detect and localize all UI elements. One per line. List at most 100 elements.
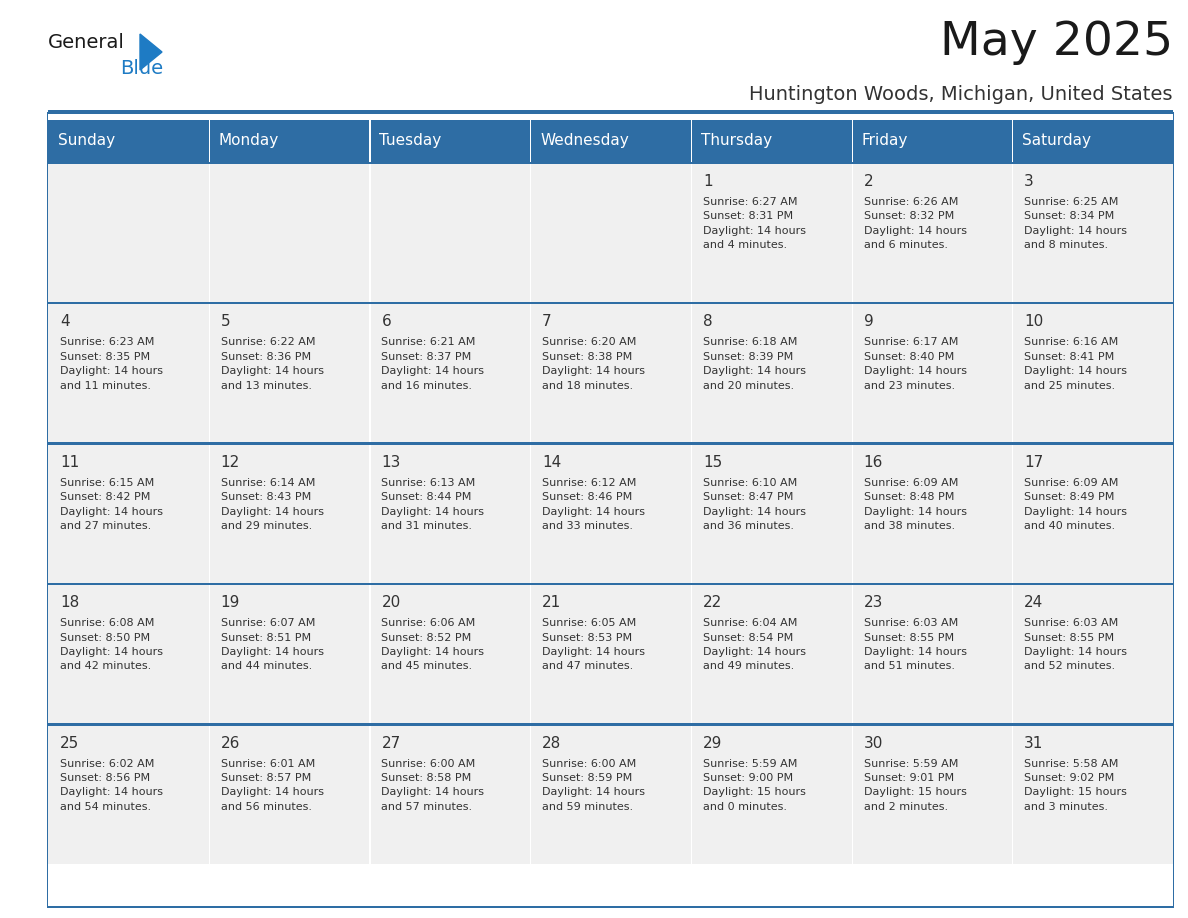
Bar: [852, 302, 1012, 442]
Text: Sunrise: 6:13 AM
Sunset: 8:44 PM
Daylight: 14 hours
and 31 minutes.: Sunrise: 6:13 AM Sunset: 8:44 PM Dayligh…: [381, 477, 485, 531]
Text: Sunrise: 6:16 AM
Sunset: 8:41 PM
Daylight: 14 hours
and 25 minutes.: Sunrise: 6:16 AM Sunset: 8:41 PM Dayligh…: [1024, 338, 1127, 390]
Bar: [852, 302, 853, 442]
Text: 18: 18: [61, 595, 80, 610]
Text: Monday: Monday: [219, 133, 279, 149]
Text: 13: 13: [381, 454, 400, 470]
Bar: [209, 723, 369, 864]
Bar: [209, 442, 210, 583]
Bar: [691, 162, 693, 302]
Text: 16: 16: [864, 454, 883, 470]
Bar: [691, 442, 693, 583]
Text: Sunrise: 6:18 AM
Sunset: 8:39 PM
Daylight: 14 hours
and 20 minutes.: Sunrise: 6:18 AM Sunset: 8:39 PM Dayligh…: [703, 338, 805, 390]
Text: Sunrise: 6:21 AM
Sunset: 8:37 PM
Daylight: 14 hours
and 16 minutes.: Sunrise: 6:21 AM Sunset: 8:37 PM Dayligh…: [381, 338, 485, 390]
Bar: [691, 162, 852, 302]
Text: General: General: [48, 33, 125, 52]
Bar: [48, 302, 1173, 305]
Text: Sunrise: 6:08 AM
Sunset: 8:50 PM
Daylight: 14 hours
and 42 minutes.: Sunrise: 6:08 AM Sunset: 8:50 PM Dayligh…: [61, 618, 163, 671]
Bar: [209, 162, 210, 302]
Text: May 2025: May 2025: [940, 20, 1173, 65]
Bar: [209, 302, 369, 442]
Text: 4: 4: [61, 314, 70, 330]
Bar: [530, 162, 691, 302]
Text: 20: 20: [381, 595, 400, 610]
Text: 30: 30: [864, 735, 883, 751]
Text: Blue: Blue: [120, 59, 163, 78]
Text: Sunrise: 6:26 AM
Sunset: 8:32 PM
Daylight: 14 hours
and 6 minutes.: Sunrise: 6:26 AM Sunset: 8:32 PM Dayligh…: [864, 197, 967, 251]
Bar: [369, 162, 371, 302]
Bar: [852, 583, 1012, 723]
Bar: [48, 723, 1173, 725]
Bar: [369, 723, 530, 864]
Bar: [46, 112, 48, 908]
Text: Sunrise: 6:03 AM
Sunset: 8:55 PM
Daylight: 14 hours
and 52 minutes.: Sunrise: 6:03 AM Sunset: 8:55 PM Dayligh…: [1024, 618, 1127, 671]
Bar: [530, 442, 531, 583]
Bar: [530, 583, 531, 723]
Bar: [369, 723, 371, 864]
Bar: [691, 723, 693, 864]
Text: 31: 31: [1024, 735, 1044, 751]
Bar: [48, 162, 1173, 164]
Text: Sunrise: 6:02 AM
Sunset: 8:56 PM
Daylight: 14 hours
and 54 minutes.: Sunrise: 6:02 AM Sunset: 8:56 PM Dayligh…: [61, 758, 163, 812]
Text: Sunrise: 6:09 AM
Sunset: 8:48 PM
Daylight: 14 hours
and 38 minutes.: Sunrise: 6:09 AM Sunset: 8:48 PM Dayligh…: [864, 477, 967, 531]
Text: 17: 17: [1024, 454, 1043, 470]
Bar: [852, 120, 1012, 162]
Text: Sunrise: 6:00 AM
Sunset: 8:58 PM
Daylight: 14 hours
and 57 minutes.: Sunrise: 6:00 AM Sunset: 8:58 PM Dayligh…: [381, 758, 485, 812]
Bar: [1012, 583, 1173, 723]
Text: Sunrise: 5:59 AM
Sunset: 9:00 PM
Daylight: 15 hours
and 0 minutes.: Sunrise: 5:59 AM Sunset: 9:00 PM Dayligh…: [703, 758, 805, 812]
Bar: [530, 442, 691, 583]
Text: 5: 5: [221, 314, 230, 330]
Bar: [48, 583, 209, 723]
Bar: [369, 583, 371, 723]
Bar: [369, 442, 371, 583]
Bar: [530, 723, 691, 864]
Bar: [209, 442, 369, 583]
Text: 8: 8: [703, 314, 713, 330]
Text: 6: 6: [381, 314, 391, 330]
Text: Sunrise: 6:23 AM
Sunset: 8:35 PM
Daylight: 14 hours
and 11 minutes.: Sunrise: 6:23 AM Sunset: 8:35 PM Dayligh…: [61, 338, 163, 390]
Bar: [1012, 120, 1173, 162]
Bar: [369, 302, 371, 442]
Bar: [369, 583, 530, 723]
Bar: [691, 120, 693, 162]
Bar: [691, 723, 852, 864]
Bar: [48, 302, 209, 442]
Text: 29: 29: [703, 735, 722, 751]
Text: 3: 3: [1024, 174, 1034, 189]
Text: Sunrise: 6:05 AM
Sunset: 8:53 PM
Daylight: 14 hours
and 47 minutes.: Sunrise: 6:05 AM Sunset: 8:53 PM Dayligh…: [542, 618, 645, 671]
Text: 19: 19: [221, 595, 240, 610]
Bar: [852, 723, 1012, 864]
Bar: [852, 120, 853, 162]
Text: 25: 25: [61, 735, 80, 751]
Text: Sunrise: 6:06 AM
Sunset: 8:52 PM
Daylight: 14 hours
and 45 minutes.: Sunrise: 6:06 AM Sunset: 8:52 PM Dayligh…: [381, 618, 485, 671]
Text: Sunrise: 6:25 AM
Sunset: 8:34 PM
Daylight: 14 hours
and 8 minutes.: Sunrise: 6:25 AM Sunset: 8:34 PM Dayligh…: [1024, 197, 1127, 251]
Text: Thursday: Thursday: [701, 133, 772, 149]
Bar: [530, 723, 531, 864]
Bar: [852, 162, 1012, 302]
Bar: [48, 583, 1173, 585]
Bar: [852, 442, 1012, 583]
Bar: [691, 120, 852, 162]
Bar: [691, 442, 852, 583]
Bar: [691, 583, 852, 723]
Text: Sunrise: 6:10 AM
Sunset: 8:47 PM
Daylight: 14 hours
and 36 minutes.: Sunrise: 6:10 AM Sunset: 8:47 PM Dayligh…: [703, 477, 805, 531]
Bar: [530, 120, 691, 162]
Text: 7: 7: [542, 314, 551, 330]
Bar: [530, 120, 531, 162]
Bar: [1012, 723, 1013, 864]
Text: Sunrise: 6:03 AM
Sunset: 8:55 PM
Daylight: 14 hours
and 51 minutes.: Sunrise: 6:03 AM Sunset: 8:55 PM Dayligh…: [864, 618, 967, 671]
Bar: [48, 905, 1173, 908]
Text: Sunrise: 6:07 AM
Sunset: 8:51 PM
Daylight: 14 hours
and 44 minutes.: Sunrise: 6:07 AM Sunset: 8:51 PM Dayligh…: [221, 618, 323, 671]
Bar: [369, 302, 530, 442]
Bar: [209, 302, 210, 442]
Bar: [530, 162, 531, 302]
Text: Huntington Woods, Michigan, United States: Huntington Woods, Michigan, United State…: [750, 85, 1173, 104]
Bar: [852, 162, 853, 302]
Bar: [209, 120, 369, 162]
Polygon shape: [140, 34, 162, 70]
Text: Sunrise: 6:27 AM
Sunset: 8:31 PM
Daylight: 14 hours
and 4 minutes.: Sunrise: 6:27 AM Sunset: 8:31 PM Dayligh…: [703, 197, 805, 251]
Text: 12: 12: [221, 454, 240, 470]
Bar: [209, 120, 210, 162]
Bar: [530, 302, 691, 442]
Bar: [369, 120, 371, 162]
Bar: [852, 583, 853, 723]
